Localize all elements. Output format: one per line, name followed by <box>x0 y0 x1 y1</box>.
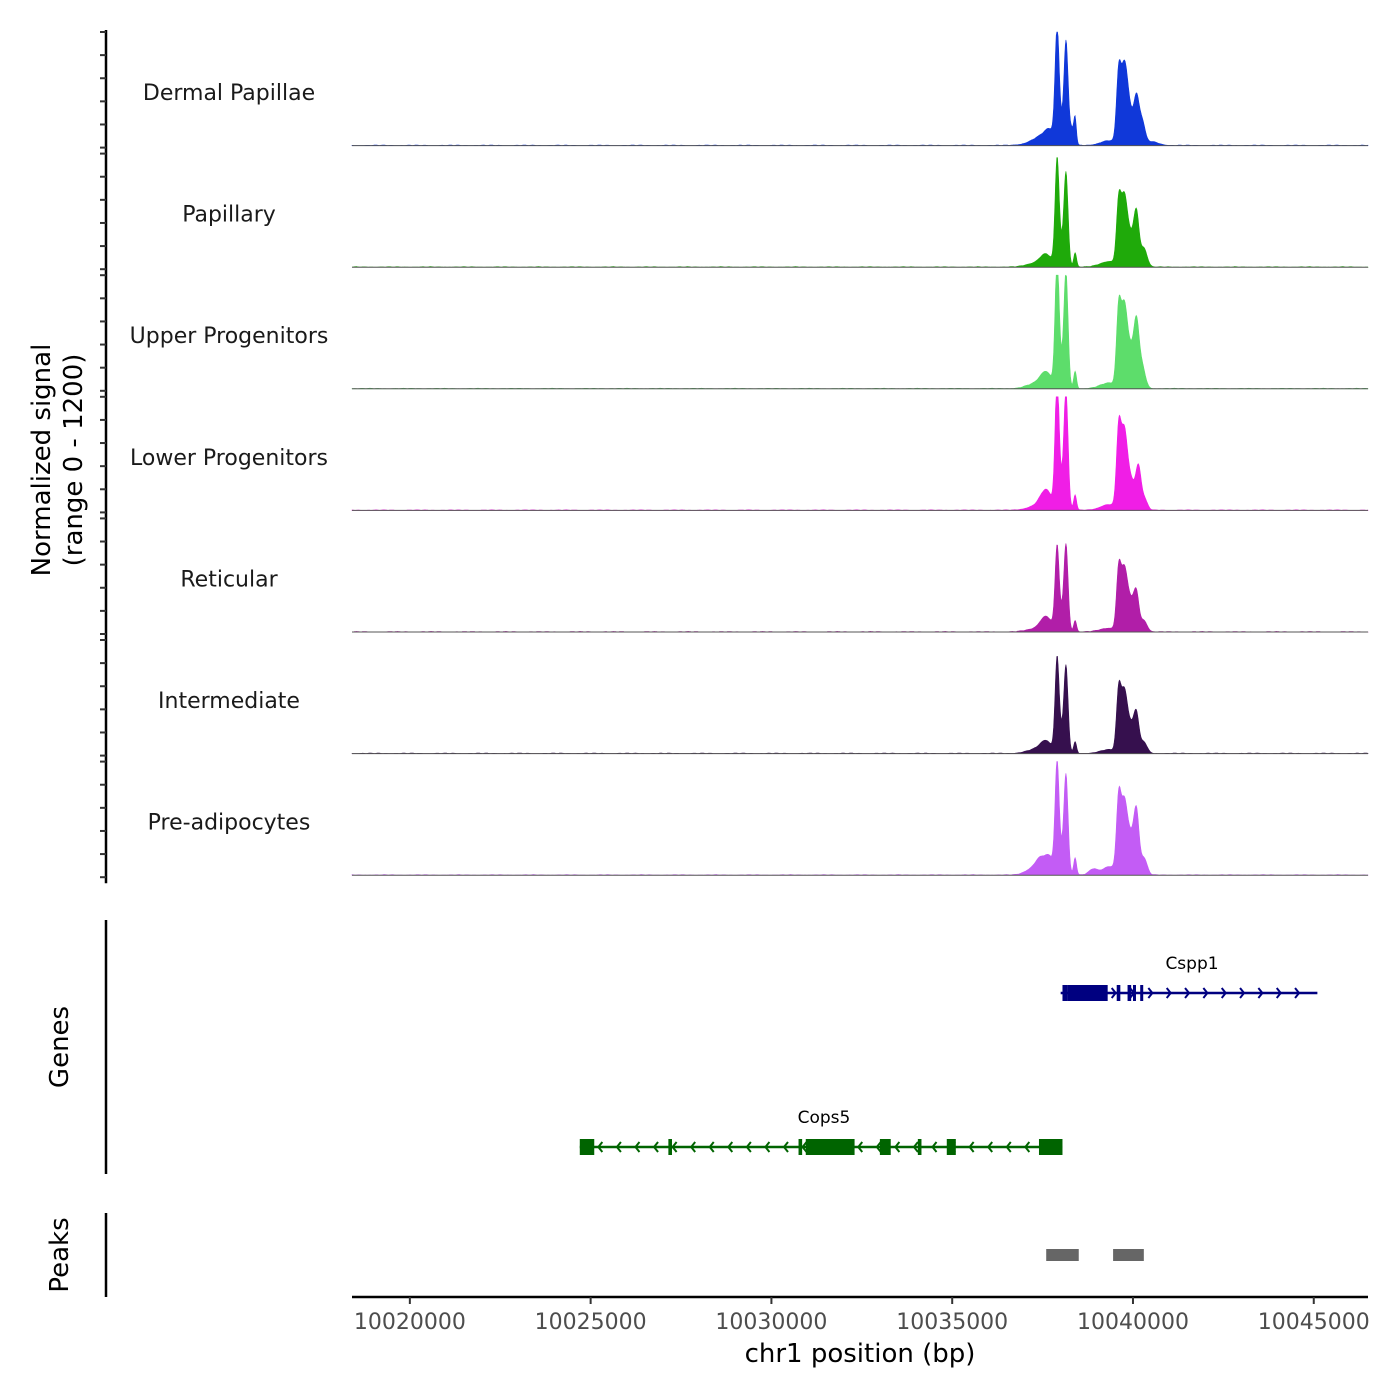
strand-arrow <box>986 1141 993 1153</box>
gene-exon <box>946 1139 956 1155</box>
track-label: Intermediate <box>158 689 300 714</box>
gene-exon <box>798 1139 803 1155</box>
peak-region <box>1113 1249 1144 1261</box>
y-axis-title-line2: (range 0 - 1200) <box>59 354 89 567</box>
track-label: Upper Progenitors <box>130 324 329 349</box>
x-tick-label: 10045000 <box>1258 1310 1370 1335</box>
gene-track: Cspp1 Cops5 <box>104 920 1318 1174</box>
strand-arrow <box>1110 987 1117 999</box>
gene-exon <box>1038 1139 1063 1155</box>
strand-arrow <box>782 1141 789 1153</box>
strand-arrow <box>912 1141 919 1153</box>
signal-area <box>351 31 1369 146</box>
genes-track-title: Genes <box>45 1006 75 1088</box>
signal-area <box>351 274 1369 390</box>
gene-exon <box>879 1139 891 1155</box>
strand-arrow <box>745 1141 752 1153</box>
strand-arrow <box>1165 987 1172 999</box>
gene-exon <box>1067 985 1108 1001</box>
gene-cops5: Cops5 <box>579 1108 1063 1155</box>
strand-arrow <box>1239 987 1246 999</box>
strand-arrow <box>1024 1141 1031 1153</box>
track-dermal-papillae: Dermal Papillae <box>143 31 1369 147</box>
track-label: Pre-adipocytes <box>148 811 311 836</box>
gene-name-label: Cspp1 <box>1165 954 1218 974</box>
strand-arrow <box>689 1141 696 1153</box>
gene-exon <box>1140 985 1144 1001</box>
track-pre-adipocytes: Pre-adipocytes <box>148 761 1369 876</box>
strand-arrow <box>1202 987 1209 999</box>
y-axis-title-line1: Normalized signal <box>27 344 57 577</box>
strand-arrow <box>968 1141 975 1153</box>
strand-arrow <box>671 1141 678 1153</box>
gene-exon <box>805 1139 855 1155</box>
x-tick-label: 10035000 <box>896 1310 1008 1335</box>
gene-exon <box>1127 985 1132 1001</box>
signal-tracks: Dermal Papillae Papillary Upper Progenitor… <box>130 31 1369 876</box>
x-axis-title: chr1 position (bp) <box>745 1339 976 1369</box>
x-tick-label: 10025000 <box>535 1310 647 1335</box>
strand-arrow <box>1005 1141 1012 1153</box>
track-label: Lower Progenitors <box>130 446 328 471</box>
track-lower-progenitors: Lower Progenitors <box>130 396 1369 511</box>
gene-exon <box>579 1139 595 1155</box>
strand-arrow <box>615 1141 622 1153</box>
strand-arrow <box>652 1141 659 1153</box>
peaks-track-title: Peaks <box>45 1217 75 1292</box>
gene-exon <box>1062 985 1068 1001</box>
track-label: Dermal Papillae <box>143 81 315 106</box>
strand-arrow <box>764 1141 771 1153</box>
peak-track <box>104 1213 1144 1297</box>
x-axis: 10020000 10025000 10030000 10035000 10040000… <box>352 1295 1370 1335</box>
gene-exon <box>917 1139 922 1155</box>
strand-arrow <box>875 1141 882 1153</box>
gene-exon <box>1116 985 1121 1001</box>
signal-area <box>351 761 1369 876</box>
strand-arrow <box>894 1141 901 1153</box>
strand-arrow <box>1184 987 1191 999</box>
gene-exon <box>1132 985 1136 1001</box>
strand-arrow <box>597 1141 604 1153</box>
signal-y-axis <box>100 30 108 884</box>
track-label: Papillary <box>182 203 276 228</box>
track-label: Reticular <box>180 567 278 592</box>
strand-arrow <box>1220 987 1227 999</box>
x-tick-label: 10040000 <box>1077 1310 1189 1335</box>
strand-arrow <box>1294 987 1301 999</box>
x-tick-label: 10020000 <box>354 1310 466 1335</box>
strand-arrow <box>856 1141 864 1153</box>
gene-name-label: Cops5 <box>798 1108 851 1128</box>
track-intermediate: Intermediate <box>158 656 1369 755</box>
strand-arrow <box>1257 987 1264 999</box>
strand-arrow <box>727 1141 734 1153</box>
x-tick-label: 10030000 <box>715 1310 827 1335</box>
signal-area <box>351 656 1369 754</box>
signal-area <box>351 396 1369 511</box>
peak-region <box>1046 1249 1079 1261</box>
strand-arrow <box>634 1141 641 1153</box>
strand-arrow <box>708 1141 715 1153</box>
strand-arrow <box>931 1141 938 1153</box>
gene-exon <box>668 1139 672 1155</box>
strand-arrow <box>1147 987 1154 999</box>
track-papillary: Papillary <box>182 157 1369 268</box>
strand-arrow <box>801 1141 808 1153</box>
gene-cspp1: Cspp1 <box>1060 954 1318 1001</box>
signal-area <box>351 543 1369 633</box>
strand-arrow <box>1275 987 1282 999</box>
signal-area <box>351 157 1369 268</box>
track-reticular: Reticular <box>180 543 1369 633</box>
track-upper-progenitors: Upper Progenitors <box>130 274 1369 390</box>
